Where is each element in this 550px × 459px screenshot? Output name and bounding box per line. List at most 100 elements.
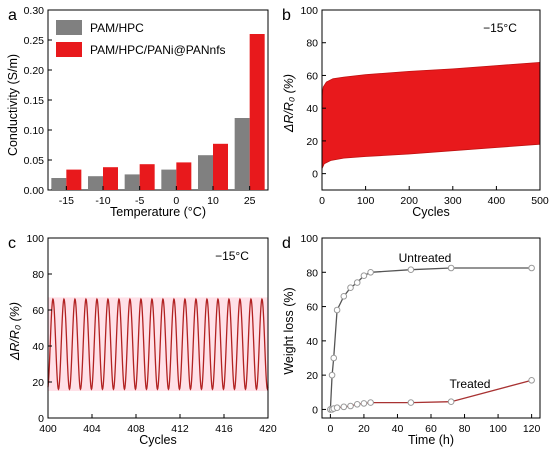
panel-b-x-tick-label: 200	[400, 195, 418, 207]
panel-b-y-tick-label: 20	[306, 136, 318, 148]
panel-d-y-tick-label: 80	[306, 267, 318, 279]
panel-c-cycle-detail-chart: 400 404 408 412 416 420 0 20 40 60 80 100 Cycles ΔR/R…	[8, 233, 277, 447]
panel-a-y-tick-label: 0.10	[24, 125, 45, 137]
panel-d-y-tick-label: 0	[312, 404, 318, 416]
panel-d-y-tick-label: 40	[306, 336, 318, 348]
panel-a-y-tick-label: 0.15	[24, 95, 45, 107]
panel-d-data-point	[330, 354, 338, 362]
panel-d-data-point	[333, 306, 341, 314]
panel-a-bar	[213, 143, 228, 190]
panel-a-x-tick-label: -10	[95, 195, 110, 207]
panel-a-y-tick-label: 0.05	[24, 155, 45, 167]
panel-d-x-tick-label: 80	[459, 423, 471, 435]
panel-c-signal-line	[47, 297, 269, 391]
panel-d-letter: d	[282, 235, 291, 252]
panel-c-x-tick-label: 404	[83, 423, 101, 435]
panel-d-series-label-untreated: Untreated	[399, 251, 452, 265]
panel-b-axes-frame	[321, 9, 541, 191]
panel-b-cycling-stability-chart: 0 100 200 300 400 500 0 20 40 60 80 100 Cycles ΔR/R₀ …	[282, 5, 549, 219]
panel-d-y-axis-label: Weight loss (%)	[282, 287, 296, 374]
panel-b-temperature-annotation: −15°C	[483, 21, 517, 35]
panel-a-legend-swatch	[56, 42, 82, 57]
panel-d-data-point	[347, 402, 354, 410]
panel-a-y-tick-label: 0.00	[24, 185, 45, 197]
panel-c-x-tick-label: 400	[39, 423, 57, 435]
panel-b-y-tick-label: 60	[306, 70, 318, 82]
panel-b-y-tick-label: 100	[300, 5, 318, 17]
panel-d-data-point	[328, 371, 336, 379]
panel-a-letter: a	[8, 7, 17, 24]
panel-c-axes-frame	[47, 237, 269, 419]
panel-a-bar	[88, 176, 103, 190]
panel-d-weight-loss-chart: Untreated Treated 0 20 40 60 80 100 120 0 20 40 60 80…	[282, 233, 541, 447]
panel-b-x-tick-label: 100	[357, 195, 375, 207]
panel-d-x-tick-label: 0	[327, 423, 333, 435]
panel-a-legend-swatch	[56, 20, 82, 35]
panel-a-y-axis-label: Conductivity (S/m)	[6, 54, 20, 156]
panel-a-bar	[249, 34, 265, 190]
panel-a-x-tick-label: 25	[244, 195, 256, 207]
panel-b-signal-envelope	[321, 61, 541, 169]
panel-b-y-axis-label: ΔR/R₀ (%)	[282, 74, 296, 133]
panel-c-temperature-annotation: −15°C	[215, 249, 249, 263]
panel-a-x-tick-label: 10	[207, 195, 219, 207]
panel-a-bar	[176, 162, 192, 190]
panel-c-y-tick-label: 60	[32, 305, 44, 317]
panel-d-series-line	[330, 379, 532, 411]
panel-a-bar	[66, 169, 82, 190]
panel-c-x-axis-label: Cycles	[139, 433, 177, 447]
panel-a-legend-label: PAM/HPC	[90, 21, 144, 35]
panel-c-x-tick-label: 416	[215, 423, 233, 435]
panel-a-conductivity-bar-chart: -15 -10 -5 0 10 25 0.00 0.05 0.10 0.15 0.20 0.25 0.3…	[6, 5, 269, 219]
panel-a-x-tick-label: -15	[59, 195, 74, 207]
panel-b-y-tick-label: 0	[312, 169, 318, 181]
panel-c-y-axis-label: ΔR/R₀ (%)	[8, 302, 22, 361]
panel-d-y-tick-label: 60	[306, 302, 318, 314]
panel-d-x-tick-label: 40	[392, 423, 404, 435]
panel-a-y-tick-label: 0.20	[24, 65, 45, 77]
panel-d-data-point	[528, 264, 535, 272]
panel-d-data-point	[340, 403, 348, 411]
panel-d-data-point	[353, 279, 361, 286]
panel-a-bar	[139, 164, 155, 190]
panel-b-letter: b	[282, 7, 291, 24]
panel-c-letter: c	[8, 235, 16, 252]
panel-a-bar	[198, 155, 213, 190]
panel-a-y-tick-label: 0.30	[24, 5, 45, 17]
panel-d-data-point	[333, 404, 341, 412]
panel-a-legend-label: PAM/HPC/PANi@PANnfs	[90, 43, 226, 57]
panel-b-x-tick-label: 500	[531, 195, 549, 207]
panel-d-data-point	[360, 272, 368, 280]
panel-a-bar	[124, 174, 140, 190]
panel-d-data-point	[347, 284, 354, 292]
panel-d-data-point	[340, 292, 348, 300]
panel-d-y-tick-label: 20	[306, 370, 318, 382]
panel-d-data-point	[353, 400, 361, 408]
panel-a-bar	[51, 178, 67, 190]
panel-c-y-tick-label: 20	[32, 377, 44, 389]
panel-d-x-tick-label: 120	[523, 423, 541, 435]
panel-a-bar	[103, 167, 118, 190]
panel-d-series-label-treated: Treated	[450, 377, 491, 391]
panel-d-data-point	[407, 266, 415, 274]
panel-d-x-tick-label: 20	[358, 423, 370, 435]
panel-a-y-tick-label: 0.25	[24, 35, 45, 47]
panel-d-data-point	[528, 376, 535, 384]
panel-c-y-tick-label: 0	[38, 413, 44, 425]
panel-a-x-tick-label: -5	[135, 195, 144, 207]
panel-d-data-point	[447, 264, 455, 272]
panel-c-shaded-band	[48, 297, 268, 391]
panel-d-data-point	[367, 268, 374, 276]
panel-d-x-axis-label: Time (h)	[408, 433, 454, 447]
panel-c-y-tick-label: 40	[32, 341, 44, 353]
panel-d-data-point	[447, 398, 455, 406]
panel-a-bar	[234, 118, 250, 190]
panel-d-x-tick-label: 60	[425, 423, 437, 435]
panel-b-x-tick-label: 0	[319, 195, 325, 207]
panel-b-x-tick-label: 400	[488, 195, 506, 207]
panel-d-data-point	[360, 400, 368, 407]
panel-b-x-axis-label: Cycles	[412, 205, 450, 219]
panel-a-x-tick-label: 0	[173, 195, 179, 207]
panel-c-x-tick-label: 412	[171, 423, 189, 435]
